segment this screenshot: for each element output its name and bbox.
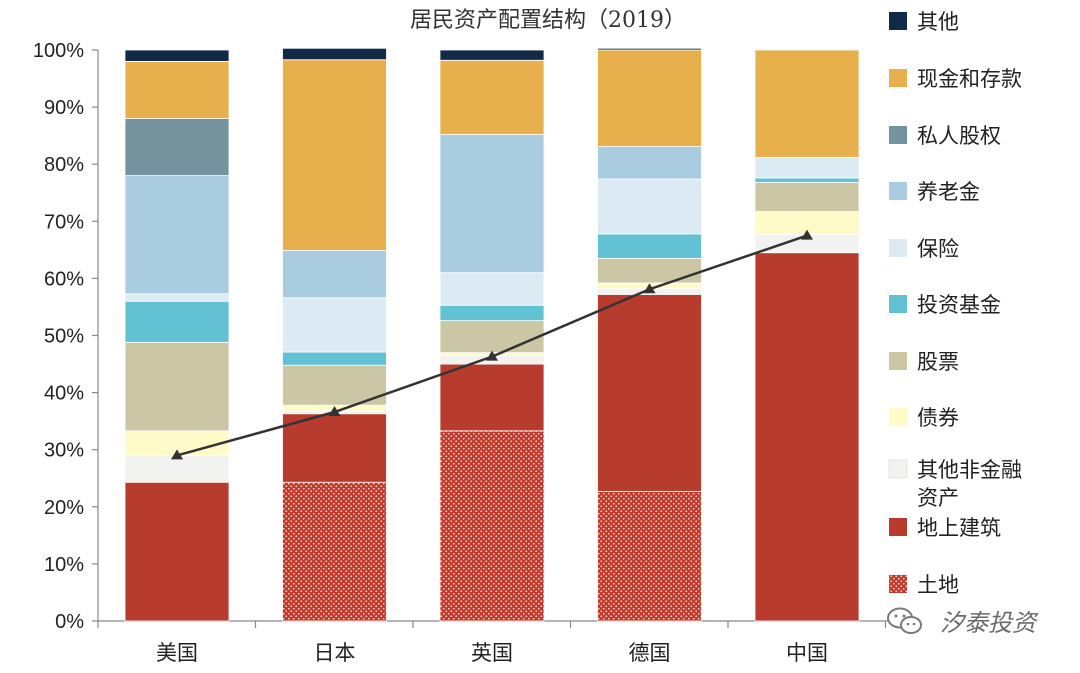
bar-segment [597, 258, 702, 284]
legend-label: 养老金 [917, 180, 980, 204]
bar-segment [754, 182, 860, 212]
legend-label: 其他非金融 [917, 458, 1022, 482]
bar-segment [439, 134, 545, 274]
x-category-label: 英国 [471, 641, 513, 665]
y-tick-layer: 0% 10% 20% 30% 40% 50% 60% 70% 80% 90% 100% [33, 40, 98, 633]
y-tick-label: 100% [33, 40, 84, 62]
bar-segment [282, 413, 387, 483]
legend-label: 私人股权 [917, 124, 1001, 148]
trend-line-marker [801, 229, 813, 240]
bar-segment [597, 233, 702, 259]
bar-segment [439, 304, 545, 322]
wechat-icon [887, 607, 922, 634]
y-tick-label: 80% [44, 154, 84, 176]
legend-swatch [889, 518, 907, 536]
y-tick-label: 10% [44, 554, 84, 576]
bar-segment [754, 49, 860, 158]
legend-label-cont: 资产 [917, 486, 959, 510]
bar-segment [439, 49, 545, 61]
bar-segment [439, 430, 545, 622]
trend-line-marker [171, 449, 183, 460]
bar-segment [124, 49, 230, 62]
y-tick-label: 90% [44, 97, 84, 119]
category-label-layer: 美国 日本 英国 德国 中国 [97, 621, 887, 665]
bar-segment [597, 146, 702, 180]
watermark-text: 汐泰投资 [940, 609, 1039, 637]
legend-swatch [889, 408, 907, 426]
legend-label: 其他 [917, 10, 959, 34]
bar-segment [754, 156, 860, 179]
legend-label: 土地 [917, 573, 959, 597]
bar-segment [124, 175, 230, 295]
bar-segment [282, 250, 387, 299]
bar-segment [439, 320, 545, 354]
legend-swatch [889, 295, 907, 313]
trend-line-marker [328, 406, 341, 417]
legend-label: 债券 [917, 406, 959, 430]
y-tick-label: 60% [44, 268, 84, 290]
bar-segment [597, 490, 702, 622]
bar-segment [282, 351, 387, 366]
legend-label: 现金和存款 [917, 67, 1022, 91]
legend-swatch [889, 69, 907, 87]
bar-segment [439, 272, 545, 306]
bar-segment [597, 178, 702, 235]
bar-segment [597, 47, 702, 51]
bar-segment [439, 363, 545, 432]
bar-segment [597, 49, 702, 147]
bar-segment [124, 61, 230, 119]
bar-segment [282, 481, 387, 622]
bar-segment [282, 59, 387, 251]
x-category-label: 美国 [156, 641, 198, 665]
y-tick-label: 70% [44, 211, 84, 233]
bar-segment [124, 118, 230, 177]
y-tick-label: 20% [44, 497, 84, 519]
bar-segment [439, 59, 545, 135]
legend-swatch [888, 459, 908, 479]
x-category-label: 日本 [314, 641, 356, 665]
trend-line-marker [486, 350, 498, 361]
legend-label: 地上建筑 [917, 516, 1001, 540]
watermark: 汐泰投资 [887, 607, 1039, 637]
bar-segment [597, 293, 702, 492]
legend-swatch [889, 575, 907, 593]
legend-swatch [889, 12, 907, 30]
bar-segment [124, 481, 230, 622]
x-category-label: 德国 [629, 641, 671, 665]
x-category-label: 中国 [786, 641, 828, 665]
legend-label: 股票 [917, 350, 959, 374]
y-tick-label: 40% [44, 383, 84, 405]
legend-swatch [889, 182, 907, 200]
legend-label: 保险 [917, 237, 959, 261]
legend-label: 投资基金 [917, 293, 1001, 317]
chart-title: 居民资产配置结构（2019） [410, 8, 686, 33]
bar-segment [282, 47, 387, 61]
bar-segment [124, 300, 230, 343]
bar-segment [754, 252, 860, 622]
trend-line-layer [171, 229, 813, 460]
bar-segment [754, 177, 860, 183]
bar-segment [124, 455, 230, 483]
legend-swatch [889, 352, 907, 370]
legend-swatch [889, 126, 907, 144]
y-tick-label: 50% [44, 326, 84, 348]
bar-segment [282, 297, 387, 353]
legend-swatch [889, 239, 907, 257]
bar-segment [124, 341, 230, 432]
trend-line-marker [643, 283, 656, 294]
y-tick-label: 30% [44, 440, 84, 462]
bar-segment [124, 293, 230, 302]
bars-layer [124, 47, 860, 622]
y-tick-label: 0% [55, 611, 84, 633]
